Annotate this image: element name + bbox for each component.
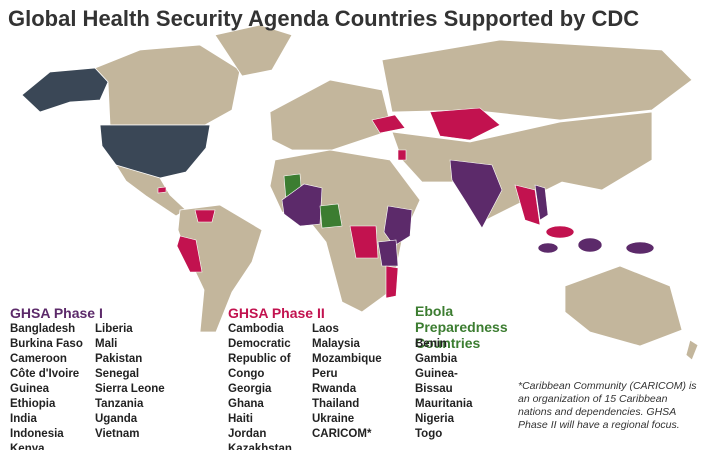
country-name: Rwanda bbox=[312, 383, 357, 395]
ukraine bbox=[371, 114, 406, 134]
country-name: Nigeria bbox=[415, 413, 454, 425]
map-title: Global Health Security Agenda Countries … bbox=[8, 6, 640, 31]
country-name: Kenya bbox=[10, 443, 45, 450]
australia bbox=[564, 265, 683, 347]
thailand-cambodia bbox=[514, 184, 541, 226]
country-column: Laos Malaysia Mozambique Peru Rwanda Thailand… bbox=[312, 322, 392, 442]
country-name: Jordan bbox=[228, 428, 267, 440]
country-name: Guinea-Bissau bbox=[415, 368, 458, 395]
group-title: GHSA Phase I bbox=[10, 305, 103, 321]
group-title: Ebola Preparedness Countries bbox=[415, 303, 508, 351]
country-name: Uganda bbox=[95, 413, 138, 425]
country-column: Benin Gambia Guinea-Bissau Mauritania Nigeri… bbox=[415, 337, 495, 442]
kazakhstan bbox=[429, 107, 501, 141]
country-name: India bbox=[10, 413, 37, 425]
mozambique bbox=[385, 265, 399, 299]
country-name: Ukraine bbox=[312, 413, 355, 425]
country-name: Pakistan bbox=[95, 353, 143, 365]
country-name: Liberia bbox=[95, 323, 133, 335]
country-name: Thailand bbox=[312, 398, 360, 410]
country-name: Sierra Leone bbox=[95, 383, 165, 395]
country-name: Mali bbox=[95, 338, 118, 350]
tanzania bbox=[377, 239, 399, 267]
russia bbox=[381, 39, 693, 121]
haiti bbox=[157, 186, 167, 194]
country-name: Laos bbox=[312, 323, 339, 335]
country-name: Malaysia bbox=[312, 338, 360, 350]
asia bbox=[391, 111, 653, 223]
greenland bbox=[214, 24, 293, 77]
indonesia-1 bbox=[537, 242, 559, 254]
country-name: Burkina Faso bbox=[10, 338, 83, 350]
country-name: CARICOM* bbox=[312, 428, 372, 440]
country-name: Tanzania bbox=[95, 398, 144, 410]
country-name: Gambia bbox=[415, 353, 458, 365]
country-name: Mauritania bbox=[415, 398, 473, 410]
country-name: Benin bbox=[415, 338, 447, 350]
country-name: Haiti bbox=[228, 413, 253, 425]
georgia-jordan bbox=[397, 149, 407, 161]
new-zealand bbox=[685, 339, 699, 361]
canada bbox=[94, 44, 241, 126]
indonesia-2 bbox=[577, 237, 603, 253]
malaysia bbox=[545, 225, 575, 239]
pakistan-india-bangladesh bbox=[449, 159, 503, 229]
country-name: Peru bbox=[312, 368, 338, 380]
country-name: Ghana bbox=[228, 398, 264, 410]
country-name: Togo bbox=[415, 428, 443, 440]
country-name: Democratic Republic of Congo bbox=[228, 338, 291, 380]
country-name: Kazakhstan bbox=[228, 443, 292, 450]
alaska bbox=[21, 67, 109, 113]
country-column: Cambodia Democratic Republic of Congo Geor… bbox=[228, 322, 308, 450]
country-name: Guinea bbox=[10, 383, 49, 395]
footnote: *Caribbean Community (CARICOM) is an org… bbox=[518, 380, 697, 431]
venezuela bbox=[194, 209, 216, 223]
drc bbox=[349, 225, 379, 259]
country-name: Georgia bbox=[228, 383, 272, 395]
country-name: Indonesia bbox=[10, 428, 64, 440]
ethiopia-kenya bbox=[383, 205, 413, 247]
country-name: Cambodia bbox=[228, 323, 284, 335]
indonesia-3 bbox=[625, 241, 655, 255]
group-title: GHSA Phase II bbox=[228, 305, 325, 321]
country-name: Senegal bbox=[95, 368, 140, 380]
country-name: Mozambique bbox=[312, 353, 382, 365]
country-name: Ethiopia bbox=[10, 398, 56, 410]
country-name: Bangladesh bbox=[10, 323, 76, 335]
nigeria bbox=[319, 203, 343, 229]
country-name: Cameroon bbox=[10, 353, 67, 365]
country-column: Liberia Mali Pakistan Senegal Sierra Leone Ta… bbox=[95, 322, 175, 442]
country-column: Bangladesh Burkina Faso Cameroon Côte d'Ivo… bbox=[10, 322, 90, 450]
peru bbox=[176, 235, 203, 273]
country-name: Vietnam bbox=[95, 428, 140, 440]
europe bbox=[269, 79, 393, 151]
country-name: Côte d'Ivoire bbox=[10, 368, 80, 380]
west-africa bbox=[281, 183, 323, 227]
united-states bbox=[99, 124, 211, 179]
vietnam bbox=[534, 184, 549, 221]
